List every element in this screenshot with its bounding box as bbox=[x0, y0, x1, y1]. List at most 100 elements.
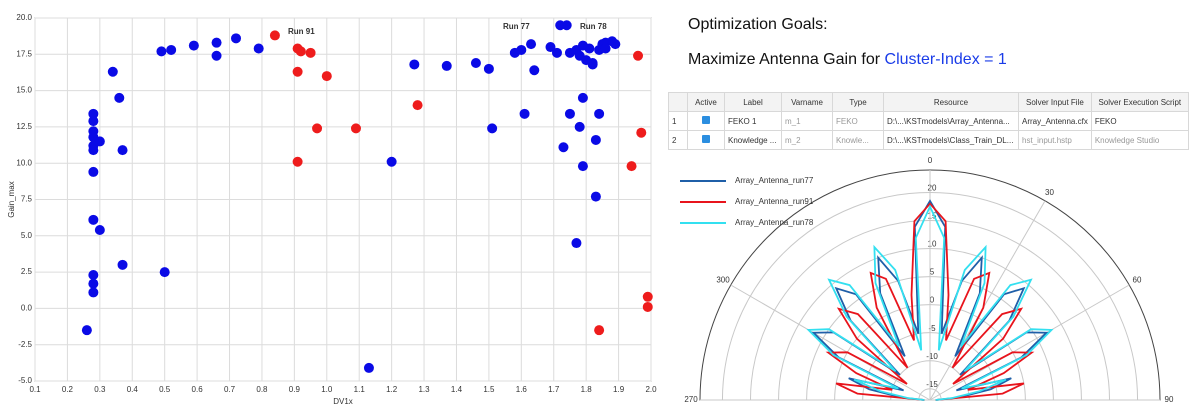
annotation: Run 77 bbox=[503, 22, 530, 31]
goals-title: Optimization Goals: bbox=[688, 16, 828, 33]
cell: 1 bbox=[668, 111, 688, 131]
x-tick-label: 1.6 bbox=[516, 385, 528, 394]
point bbox=[159, 267, 170, 278]
x-tick-label: 1.3 bbox=[418, 385, 430, 394]
pattern-line bbox=[806, 204, 1054, 401]
x-tick-label: 1.0 bbox=[321, 385, 333, 394]
x-tick-label: 0.1 bbox=[29, 385, 41, 394]
r-tick-label: 5 bbox=[930, 268, 935, 277]
point bbox=[529, 65, 540, 76]
point bbox=[117, 145, 128, 156]
checkbox-cell[interactable] bbox=[687, 130, 725, 150]
point bbox=[81, 325, 92, 336]
x-tick-label: 0.9 bbox=[289, 385, 301, 394]
point bbox=[561, 20, 572, 31]
cell: Knowledge ... bbox=[724, 130, 782, 150]
point bbox=[363, 362, 374, 373]
r-tick-label: 20 bbox=[928, 184, 937, 193]
point bbox=[117, 259, 128, 270]
goal-highlight: Cluster-Index = 1 bbox=[884, 51, 1007, 68]
point bbox=[516, 44, 527, 55]
y-tick-label: 15.0 bbox=[16, 86, 32, 95]
point bbox=[88, 278, 99, 289]
point bbox=[107, 66, 118, 77]
point bbox=[253, 43, 264, 54]
legend-label: Array_Antenna_run91 bbox=[735, 197, 814, 206]
point bbox=[412, 100, 423, 111]
y-tick-label: 2.5 bbox=[21, 267, 33, 276]
pattern-line bbox=[811, 199, 1049, 401]
grid-spoke bbox=[730, 284, 931, 401]
point bbox=[587, 58, 598, 69]
point bbox=[600, 43, 611, 54]
point bbox=[636, 127, 647, 138]
checkbox[interactable] bbox=[702, 116, 710, 124]
legend-label: Array_Antenna_run77 bbox=[735, 176, 814, 185]
header-cell: Type bbox=[832, 92, 884, 112]
theta-tick-label: 0 bbox=[928, 156, 933, 165]
point bbox=[231, 33, 242, 44]
r-tick-label: -10 bbox=[926, 352, 938, 361]
cell: m_2 bbox=[781, 130, 833, 150]
x-tick-label: 2.0 bbox=[645, 385, 657, 394]
point bbox=[633, 50, 644, 61]
x-tick-label: 1.9 bbox=[613, 385, 625, 394]
point bbox=[551, 47, 562, 58]
pattern-line bbox=[825, 202, 1035, 401]
annotation: Run 91 bbox=[288, 27, 315, 36]
point bbox=[594, 325, 605, 336]
cell: D:\...\KSTmodels\Array_Antenna... bbox=[883, 111, 1019, 131]
point bbox=[88, 270, 99, 281]
point bbox=[571, 238, 582, 249]
cell: D:\...\KSTmodels\Class_Train_DL... bbox=[883, 130, 1019, 150]
header-cell: Active bbox=[687, 92, 725, 112]
point bbox=[590, 134, 601, 145]
row[interactable]: 2 Knowledge ... m_2 Knowle... D:\...\KST… bbox=[668, 130, 1189, 150]
point bbox=[292, 66, 303, 77]
y-tick-label: 5.0 bbox=[21, 231, 33, 240]
header-row: Active Label Varname Type Resource Solve… bbox=[668, 92, 1189, 112]
x-tick-label: 0.2 bbox=[62, 385, 74, 394]
point bbox=[350, 123, 361, 134]
r-tick-label: 15 bbox=[928, 212, 937, 221]
r-tick-label: -15 bbox=[926, 380, 938, 389]
point bbox=[626, 161, 637, 172]
point bbox=[88, 166, 99, 177]
point bbox=[295, 46, 306, 57]
cell: FEKO bbox=[832, 111, 884, 131]
header-cell: Label bbox=[724, 92, 782, 112]
point bbox=[114, 92, 125, 103]
point bbox=[545, 42, 556, 53]
x-tick-label: 0.3 bbox=[94, 385, 106, 394]
y-tick-label: 10.0 bbox=[16, 158, 32, 167]
point bbox=[642, 291, 653, 302]
header-cell: Resource bbox=[883, 92, 1019, 112]
point bbox=[584, 43, 595, 54]
checkbox[interactable] bbox=[702, 135, 710, 143]
row[interactable]: 1 FEKO 1 m_1 FEKO D:\...\KSTmodels\Array… bbox=[668, 111, 1189, 131]
x-tick-label: 1.1 bbox=[354, 385, 366, 394]
x-tick-label: 0.6 bbox=[192, 385, 204, 394]
theta-tick-label: 300 bbox=[716, 276, 730, 285]
theta-tick-label: 30 bbox=[1045, 188, 1054, 197]
y-tick-label: -5.0 bbox=[18, 376, 32, 385]
cell[interactable]: FEKO bbox=[1090, 111, 1189, 131]
y-tick-label: 17.5 bbox=[16, 49, 32, 58]
point bbox=[94, 224, 105, 235]
x-tick-label: 0.7 bbox=[224, 385, 236, 394]
point bbox=[577, 92, 588, 103]
checkbox-cell[interactable] bbox=[687, 111, 725, 131]
cell[interactable]: Knowledge Studio bbox=[1090, 130, 1189, 150]
cell: hst_input.hstp bbox=[1018, 130, 1092, 150]
point bbox=[312, 123, 323, 134]
y-tick-label: -2.5 bbox=[18, 340, 32, 349]
point bbox=[166, 44, 177, 55]
x-tick-label: 1.7 bbox=[548, 385, 560, 394]
cell: 2 bbox=[668, 130, 688, 150]
y-tick-label: 20.0 bbox=[16, 13, 32, 22]
point bbox=[590, 191, 601, 202]
x-tick-label: 1.8 bbox=[581, 385, 593, 394]
goals-text: Maximize Antenna Gain for Cluster-Index … bbox=[688, 51, 1007, 69]
